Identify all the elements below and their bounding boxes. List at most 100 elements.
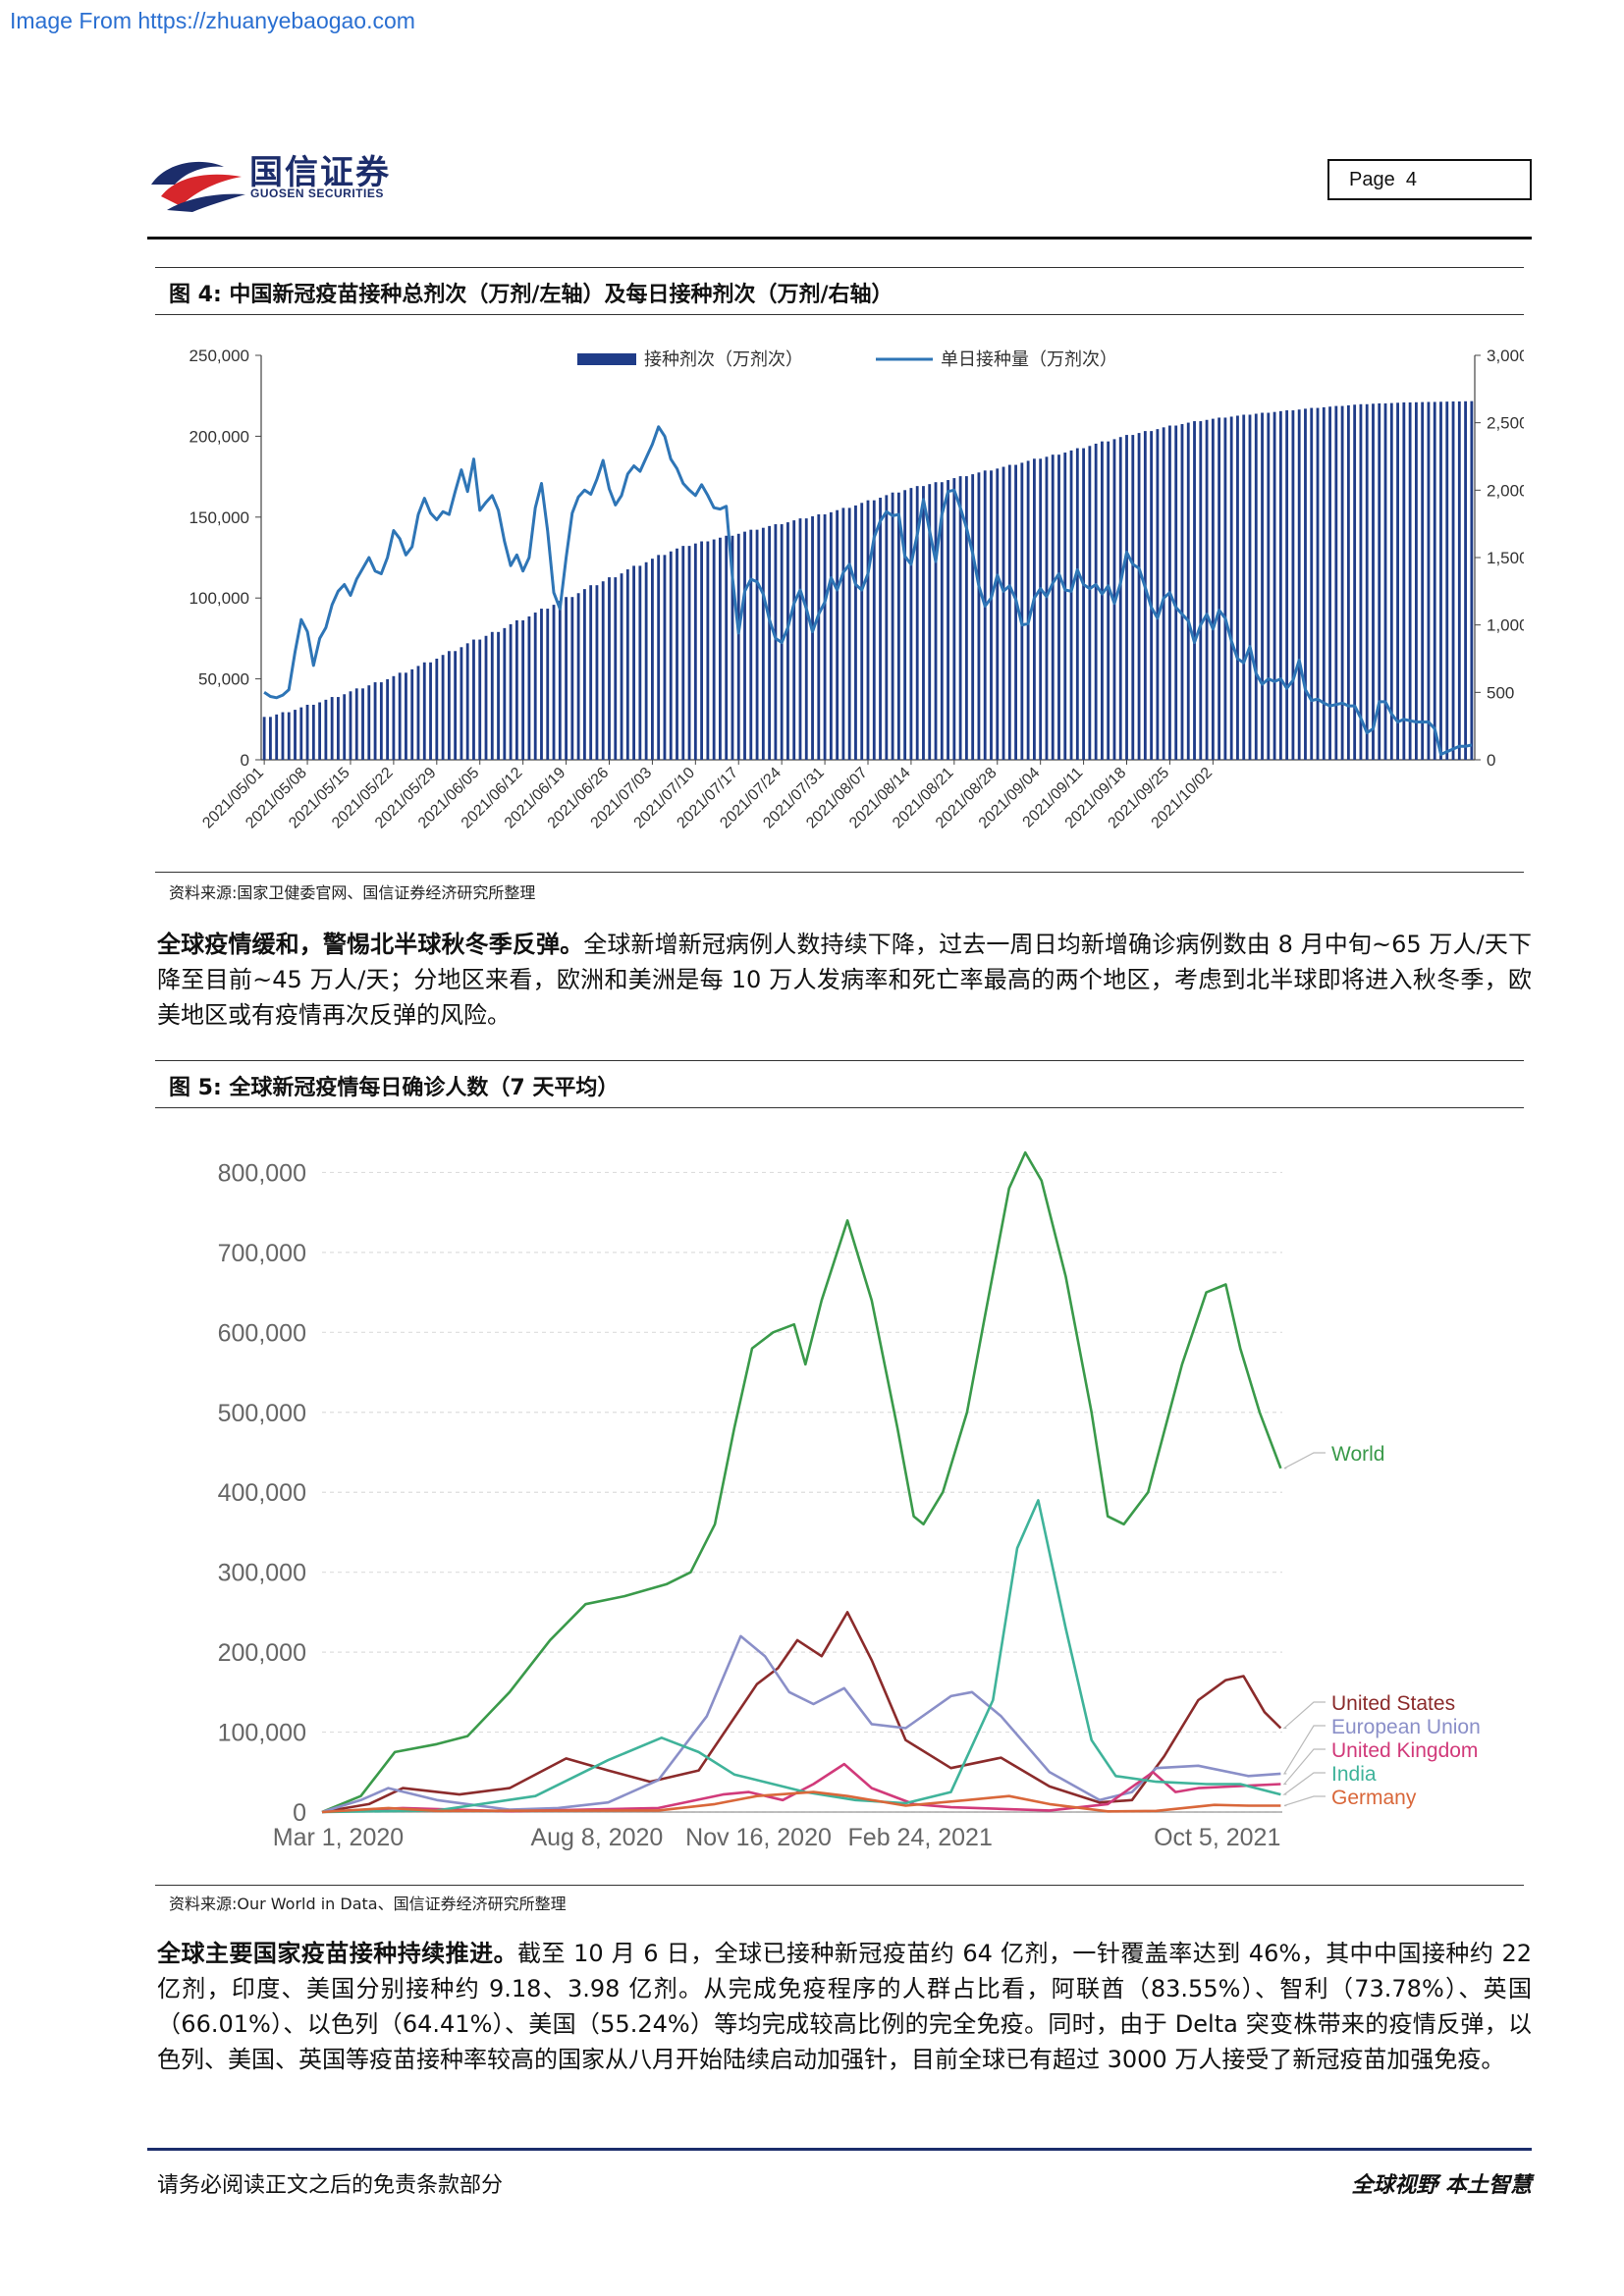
cumulative-doses-bar [1365,403,1369,760]
cumulative-doses-bar [1272,411,1276,760]
cumulative-doses-bar [1150,431,1154,760]
cumulative-doses-bar [503,627,507,760]
cumulative-doses-bar [1057,454,1060,760]
cumulative-doses-bar [1340,405,1344,760]
cumulative-doses-bar [909,488,913,760]
cumulative-doses-bar [1020,462,1024,760]
cumulative-doses-bar [614,577,618,760]
figure4-title-rule [155,314,1524,315]
cumulative-doses-bar [405,672,407,760]
cumulative-doses-bar [719,537,722,760]
cumulative-doses-bar [1051,454,1055,760]
x-tick-label: Oct 5, 2021 [1154,1824,1280,1851]
cumulative-doses-bar [1285,410,1289,760]
cumulative-doses-bar [792,520,796,760]
cumulative-doses-bar [1193,421,1196,760]
right-tick-label: 2,500 [1487,414,1524,433]
cumulative-doses-bar [1372,403,1375,760]
figure5-title: 图 5: 全球新冠疫情每日确诊人数（7 天平均） [169,1076,620,1100]
series-label: United Kingdom [1331,1739,1478,1762]
cumulative-doses-bar [398,672,402,760]
paragraph1-body: 全球新增新冠病例人数持续下降，过去一周日均新增确诊病例数由 8 月中旬~65 万… [157,931,1533,1029]
series-line-united-states [321,1611,1282,1814]
cumulative-doses-bar [1075,448,1079,760]
cumulative-doses-bar [632,565,635,760]
cumulative-doses-bar [934,482,938,760]
cumulative-doses-bar [478,639,482,760]
cumulative-doses-bar [608,577,611,760]
cumulative-doses-bar [349,691,352,760]
cumulative-doses-bar [663,555,667,760]
cumulative-doses-bar [700,541,704,760]
cumulative-doses-bar [1039,458,1043,760]
source-watermark[interactable]: Image From https://zhuanyebaogao.com [10,8,415,33]
y-tick-label: 600,000 [218,1319,306,1347]
cumulative-doses-bar [1254,413,1258,760]
cumulative-doses-bar [1180,424,1184,760]
cumulative-doses-bar [644,561,648,760]
cumulative-doses-bar [811,515,814,760]
series-line-european-union [321,1634,1281,1814]
cumulative-doses-bar [1304,408,1307,760]
legend-line-label: 单日接种量（万剂次） [941,349,1117,369]
series-leader-line [1282,1725,1326,1775]
cumulative-doses-bar [958,476,962,760]
cumulative-doses-bar [823,513,827,760]
cumulative-doses-bar [1414,401,1418,760]
cumulative-doses-bar [379,682,383,760]
cumulative-doses-bar [465,643,469,760]
right-tick-label: 0 [1487,751,1495,770]
paragraph-vaccination: 全球主要国家疫苗接种持续推进。截至 10 月 6 日，全球已接种新冠疫苗约 64… [157,1936,1532,2077]
x-tick-label: Mar 1, 2020 [273,1824,404,1851]
cumulative-doses-bar [540,609,543,760]
cumulative-doses-bar [1378,402,1381,760]
figure4-title: 图 4: 中国新冠疫苗接种总剂次（万剂/左轴）及每日接种剂次（万剂/右轴） [169,283,893,307]
series-line-india [321,1499,1281,1814]
cumulative-doses-bar [620,573,623,760]
y-tick-label: 400,000 [218,1479,306,1507]
cumulative-doses-bar [947,480,949,760]
cumulative-doses-bar [416,666,420,760]
cumulative-doses-bar [299,707,303,760]
cumulative-doses-bar [983,470,987,760]
cumulative-doses-bar [533,613,537,760]
cumulative-doses-bar [589,585,593,760]
right-tick-label: 1,500 [1487,549,1524,567]
cumulative-doses-bar [527,615,531,760]
cumulative-doses-bar [1346,404,1350,760]
cumulative-doses-bar [1402,401,1406,760]
header-rule [147,237,1532,240]
cumulative-doses-bar [687,546,691,760]
cumulative-doses-bar [1162,427,1165,760]
cumulative-doses-bar [410,668,414,760]
cumulative-doses-bar [392,675,396,760]
cumulative-doses-bar [570,597,574,760]
series-label: World [1331,1443,1384,1466]
cumulative-doses-bar [638,565,642,760]
cumulative-doses-bar [1297,409,1301,760]
cumulative-doses-bar [903,490,907,760]
left-tick-label: 150,000 [189,508,249,527]
cumulative-doses-bar [565,597,568,760]
guosen-logo-icon [151,161,245,212]
cumulative-doses-bar [1223,417,1227,760]
cumulative-doses-bar [1310,407,1314,760]
cumulative-doses-bar [1248,414,1252,760]
cumulative-doses-bar [1174,425,1178,760]
cumulative-doses-bar [330,697,334,760]
cumulative-doses-bar [558,601,562,760]
cumulative-doses-bar [1421,401,1425,760]
cumulative-doses-bar [460,647,463,760]
figure4-bottom-rule [155,872,1524,873]
cumulative-doses-bar [817,513,821,760]
series-line-united-kingdom [321,1762,1281,1814]
cumulative-doses-bar [1439,401,1442,760]
cumulative-doses-bar [1107,441,1110,760]
cumulative-doses-bar [367,685,371,760]
cumulative-doses-bar [1069,450,1073,760]
global-cases-chart: 0 100,000 200,000 300,000 400,000 500,000 600,… [218,1150,1481,1851]
cumulative-doses-bar [657,555,661,760]
cumulative-doses-bar [625,569,629,760]
cumulative-doses-bar [768,525,772,760]
cumulative-doses-bar [521,619,525,760]
